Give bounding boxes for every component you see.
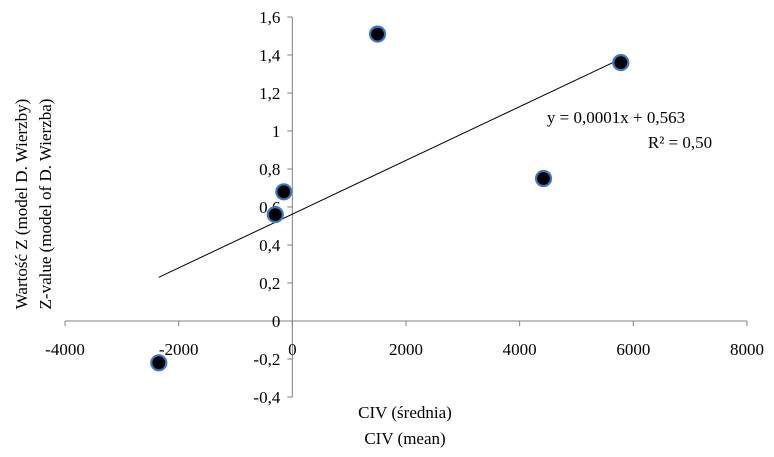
annotations: y = 0,0001x + 0,563 R² = 0,50 CIV (średn… <box>12 99 712 448</box>
data-point <box>266 206 284 224</box>
trendline <box>158 58 622 278</box>
x-tick-label: 6000 <box>616 340 650 359</box>
data-point <box>275 183 293 201</box>
r-squared-label: R² = 0,50 <box>648 133 712 152</box>
y-tick-label: 1,4 <box>259 46 281 65</box>
y-tick-label: -0,2 <box>253 350 280 369</box>
x-tick-label: 4000 <box>503 340 537 359</box>
y-axis-title-pl: Wartość Z (model D. Wierzby) <box>12 99 31 310</box>
y-tick-label: 0,4 <box>259 236 281 255</box>
x-axis-title-en: CIV (mean) <box>364 429 445 448</box>
axes <box>64 16 748 398</box>
data-point <box>150 354 168 372</box>
data-points <box>150 25 630 372</box>
y-tick-label: -0,4 <box>253 388 280 407</box>
x-tick-label: -4000 <box>45 340 85 359</box>
x-tick-label: 2000 <box>389 340 423 359</box>
y-tick-label: 0 <box>272 312 281 331</box>
tick-labels: -0,4-0,200,20,40,60,811,21,41,6-4000 -200… <box>45 8 764 407</box>
y-tick-label: 1,2 <box>259 84 280 103</box>
x-tick-label: 0 <box>288 340 297 359</box>
data-point <box>368 25 387 43</box>
y-axis-title-en: Z-value (model of D. Wierzba) <box>36 99 55 310</box>
y-tick-label: 1 <box>272 122 281 141</box>
x-tick-label: -2000 <box>159 340 199 359</box>
x-axis-title-pl: CIV (średnia) <box>358 403 452 422</box>
trendline-equation: y = 0,0001x + 0,563 <box>547 108 685 127</box>
trendline-line <box>158 58 622 278</box>
x-tick-label: 8000 <box>730 340 764 359</box>
y-tick-label: 0,2 <box>259 274 280 293</box>
y-tick-label: 0,8 <box>259 160 280 179</box>
y-tick-label: 1,6 <box>259 8 280 27</box>
data-point <box>534 169 553 188</box>
data-point <box>612 53 630 72</box>
